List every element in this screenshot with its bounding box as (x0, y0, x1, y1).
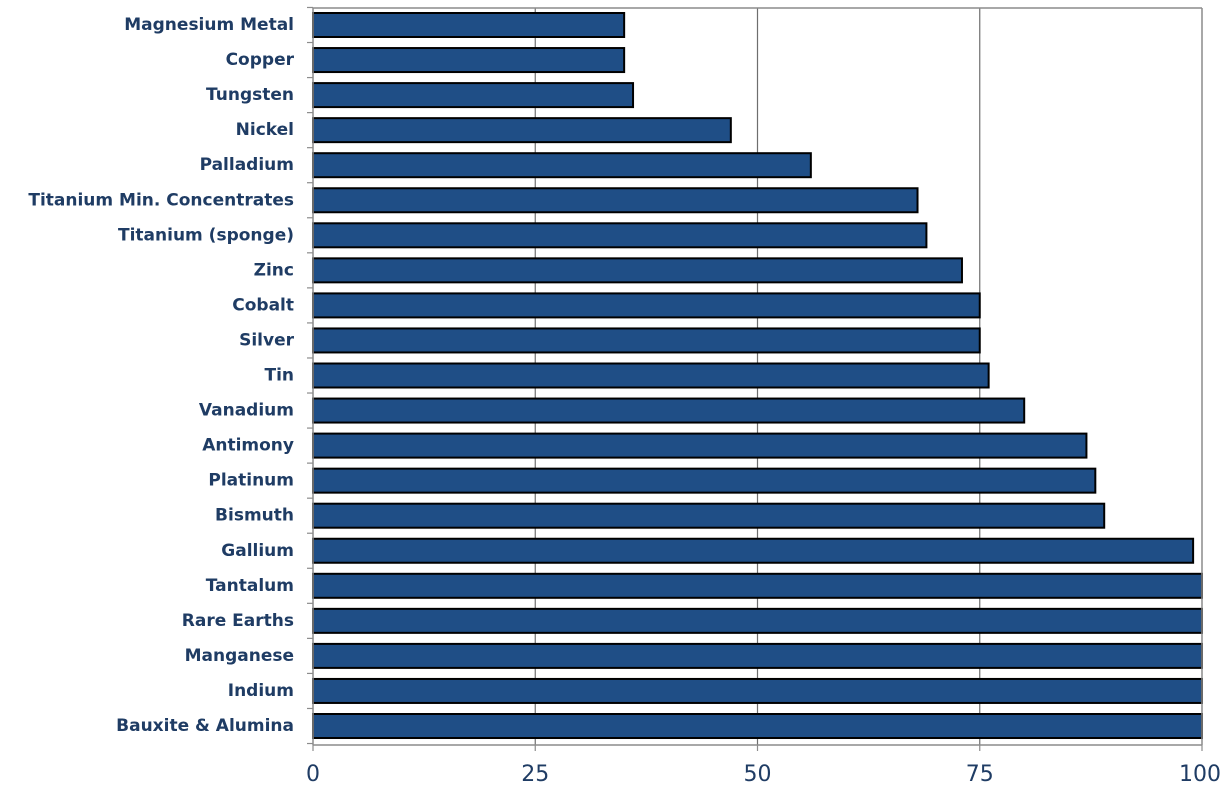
bar-titanium-min-concentrates (312, 187, 919, 214)
bars (312, 12, 1203, 739)
bar-bauxite-alumina (312, 713, 1203, 739)
bar-vanadium (312, 397, 1026, 424)
bar-rare-earths (312, 607, 1203, 634)
category-label: Copper (226, 50, 295, 70)
bar-bismuth (312, 502, 1106, 529)
category-label: Antimony (202, 436, 294, 456)
category-label: Titanium Min. Concentrates (28, 190, 294, 210)
bar-tantalum (312, 572, 1203, 599)
category-label: Silver (239, 330, 295, 350)
category-label: Tin (264, 366, 294, 386)
bar-nickel (312, 117, 732, 144)
bar-magnesium-metal (312, 12, 626, 38)
bar-antimony (312, 432, 1088, 459)
bar-gallium (312, 537, 1195, 564)
bar-indium (312, 677, 1203, 704)
category-label: Nickel (236, 120, 294, 140)
x-tick-label: 25 (521, 762, 549, 787)
bar-tin (312, 362, 990, 389)
x-tick-label: 50 (744, 762, 772, 787)
x-tick-label: 75 (966, 762, 994, 787)
bar-tungsten (312, 82, 635, 109)
x-axis-tick-labels: 0 25 50 75 100 (306, 762, 1221, 787)
bar-platinum (312, 467, 1097, 494)
bar-titanium-sponge (312, 222, 928, 249)
category-label: Bismuth (215, 506, 294, 526)
category-label: Platinum (208, 471, 294, 491)
plot-frame (307, 6, 1203, 751)
category-labels: Magnesium Metal Copper Tungsten Nickel Palla… (28, 15, 294, 736)
category-label: Titanium (sponge) (118, 225, 294, 245)
category-label: Palladium (200, 155, 294, 175)
category-label: Gallium (221, 541, 294, 561)
category-label: Tungsten (206, 85, 294, 105)
category-label: Tantalum (206, 576, 294, 596)
category-label: Cobalt (232, 295, 294, 315)
category-label: Rare Earths (182, 611, 294, 631)
bar-palladium (312, 152, 812, 179)
category-label: Magnesium Metal (124, 15, 294, 35)
x-tick-label: 0 (306, 762, 320, 787)
x-tick-label: 100 (1179, 762, 1221, 787)
category-label: Manganese (185, 646, 294, 666)
category-label: Zinc (254, 260, 294, 280)
category-label: Bauxite & Alumina (116, 716, 294, 736)
bar-zinc (312, 257, 963, 284)
bar-manganese (312, 642, 1203, 669)
category-label: Indium (228, 681, 294, 701)
category-label: Vanadium (199, 401, 294, 421)
bar-silver (312, 327, 981, 354)
bar-copper (312, 47, 626, 74)
bar-cobalt (312, 292, 981, 319)
